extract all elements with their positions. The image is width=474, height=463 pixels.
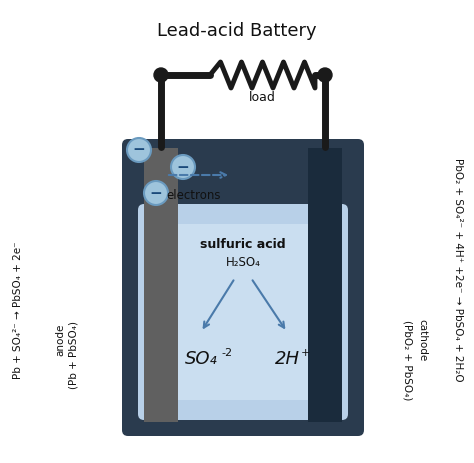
Text: 2H: 2H bbox=[274, 350, 300, 368]
Text: cathode: cathode bbox=[417, 319, 427, 361]
Circle shape bbox=[154, 68, 168, 82]
Text: Pb + SO₄²⁻ → PbSO₄ + 2e⁻: Pb + SO₄²⁻ → PbSO₄ + 2e⁻ bbox=[13, 241, 23, 379]
Circle shape bbox=[144, 181, 168, 205]
Text: sulfuric acid: sulfuric acid bbox=[200, 238, 286, 251]
FancyBboxPatch shape bbox=[122, 139, 364, 436]
Text: (PbO₂ + PbSO₄): (PbO₂ + PbSO₄) bbox=[403, 320, 413, 400]
Text: SO₄: SO₄ bbox=[185, 350, 218, 368]
FancyBboxPatch shape bbox=[138, 204, 348, 420]
Text: +: + bbox=[301, 348, 310, 358]
Text: Lead-acid Battery: Lead-acid Battery bbox=[157, 22, 317, 40]
Text: -2: -2 bbox=[221, 348, 232, 358]
Bar bbox=[144, 148, 178, 422]
Text: load: load bbox=[249, 91, 276, 104]
Text: electrons: electrons bbox=[166, 189, 220, 202]
FancyBboxPatch shape bbox=[158, 224, 328, 400]
Text: (Pb + PbSO₄): (Pb + PbSO₄) bbox=[69, 321, 79, 389]
Bar bbox=[308, 148, 342, 422]
Text: PbO₂ + SO₄²⁻ + 4H⁺ +2e⁻ → PbSO₄ + 2H₂O: PbO₂ + SO₄²⁻ + 4H⁺ +2e⁻ → PbSO₄ + 2H₂O bbox=[453, 158, 463, 382]
Text: anode: anode bbox=[55, 324, 65, 356]
Text: −: − bbox=[133, 143, 146, 157]
Text: H₂SO₄: H₂SO₄ bbox=[226, 256, 260, 269]
Circle shape bbox=[127, 138, 151, 162]
Circle shape bbox=[318, 68, 332, 82]
Text: −: − bbox=[177, 159, 190, 175]
Text: −: − bbox=[150, 186, 163, 200]
Circle shape bbox=[171, 155, 195, 179]
